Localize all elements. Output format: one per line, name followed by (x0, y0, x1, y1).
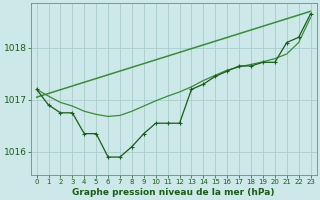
X-axis label: Graphe pression niveau de la mer (hPa): Graphe pression niveau de la mer (hPa) (72, 188, 275, 197)
